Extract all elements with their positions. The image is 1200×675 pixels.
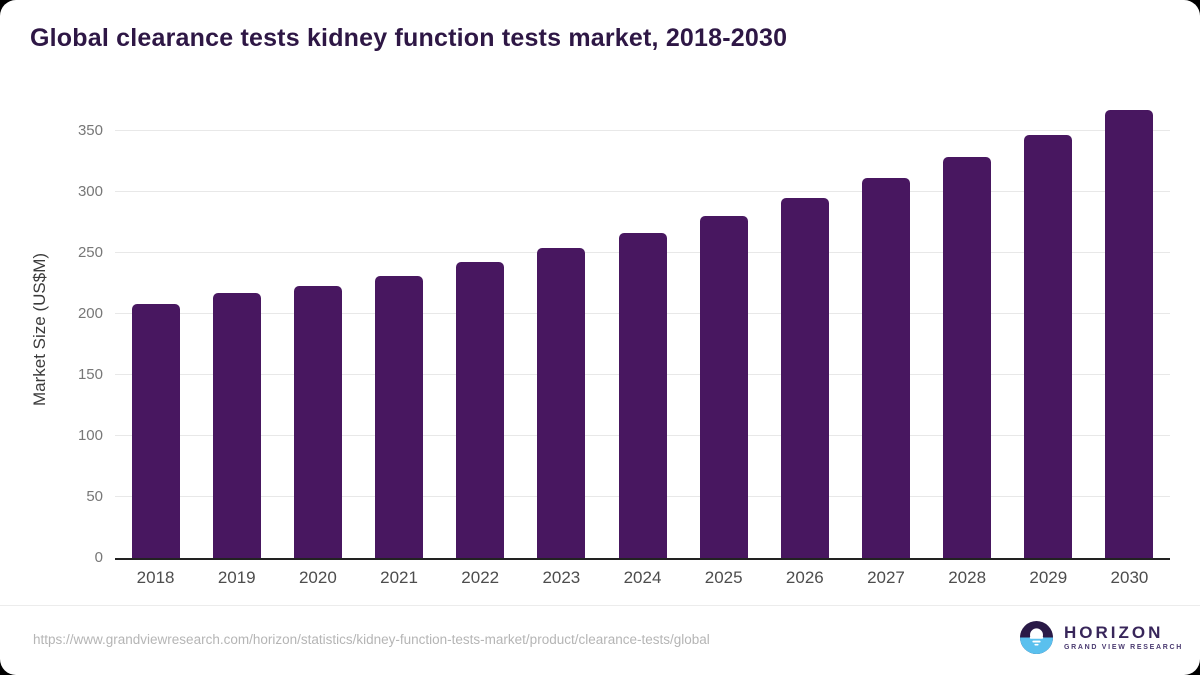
bar-2021 [375, 275, 424, 558]
sunrise-horizon-icon [1020, 621, 1053, 654]
bar-2022 [456, 262, 505, 558]
page-title: Global clearance tests kidney function t… [30, 24, 788, 52]
x-label-2022: 2022 [461, 568, 500, 587]
bar-2027 [861, 178, 910, 558]
y-tick-250: 250 [77, 243, 103, 261]
x-label-2018: 2018 [136, 568, 175, 587]
brand-logo-text: HORIZON GRAND VIEW RESEARCH [1064, 623, 1184, 652]
bar-series [115, 100, 1170, 558]
bar-2020 [293, 285, 342, 558]
bar-slot-2028 [927, 100, 1008, 558]
brand-subtitle: GRAND VIEW RESEARCH [1064, 644, 1184, 651]
bar-slot-2030 [1089, 100, 1170, 558]
bar-2023 [537, 247, 586, 558]
x-label-2023: 2023 [542, 568, 581, 587]
bar-slot-2026 [764, 100, 845, 558]
y-tick-150: 150 [77, 365, 103, 383]
bar-slot-2023 [521, 100, 602, 558]
bar-slot-2020 [277, 100, 358, 558]
x-label-2029: 2029 [1029, 568, 1068, 587]
x-label-2021: 2021 [380, 568, 418, 587]
bar-slot-2022 [440, 100, 521, 558]
y-tick-100: 100 [77, 426, 103, 444]
source-url: https://www.grandviewresearch.com/horizo… [33, 632, 710, 647]
y-tick-350: 350 [77, 121, 103, 139]
y-axis-title: Market Size (US$M) [30, 252, 49, 406]
x-axis-labels: 2018 2019 2020 2021 2022 2023 2024 2025 2026 2027… [115, 568, 1170, 588]
x-label-2027: 2027 [867, 568, 905, 587]
x-label-2024: 2024 [623, 568, 662, 587]
x-label-2020: 2020 [298, 568, 337, 587]
plot-area: 0 50 100 150 200 250 300 350 [78, 100, 1170, 566]
bar-2018 [131, 303, 180, 558]
gridline-300 [115, 190, 1170, 192]
y-tick-0: 0 [94, 549, 103, 566]
x-label-2026: 2026 [785, 568, 824, 587]
bar-2030 [1105, 109, 1154, 558]
brand-name: HORIZON [1064, 623, 1164, 642]
x-label-2025: 2025 [704, 568, 743, 587]
y-tick-200: 200 [77, 304, 103, 322]
x-label-2028: 2028 [948, 568, 987, 587]
bar-2029 [1024, 135, 1073, 558]
bar-slot-2024 [602, 100, 683, 558]
brand-logo: HORIZON GRAND VIEW RESEARCH [1020, 621, 1183, 654]
y-tick-50: 50 [86, 487, 103, 505]
bar-2019 [212, 292, 261, 558]
bar-slot-2021 [358, 100, 439, 558]
bar-slot-2029 [1008, 100, 1089, 558]
bar-2026 [780, 197, 829, 558]
bar-slot-2019 [196, 100, 277, 558]
bar-2025 [699, 216, 748, 558]
gridline-350 [115, 129, 1170, 131]
x-label-2030: 2030 [1110, 568, 1149, 587]
bar-slot-2025 [683, 100, 764, 558]
bar-slot-2027 [845, 100, 926, 558]
x-label-2019: 2019 [217, 568, 256, 587]
footer-divider [0, 605, 1200, 606]
y-tick-300: 300 [77, 182, 103, 200]
bar-slot-2018 [115, 100, 196, 558]
bar-2028 [943, 157, 992, 558]
bar-2024 [618, 233, 667, 558]
